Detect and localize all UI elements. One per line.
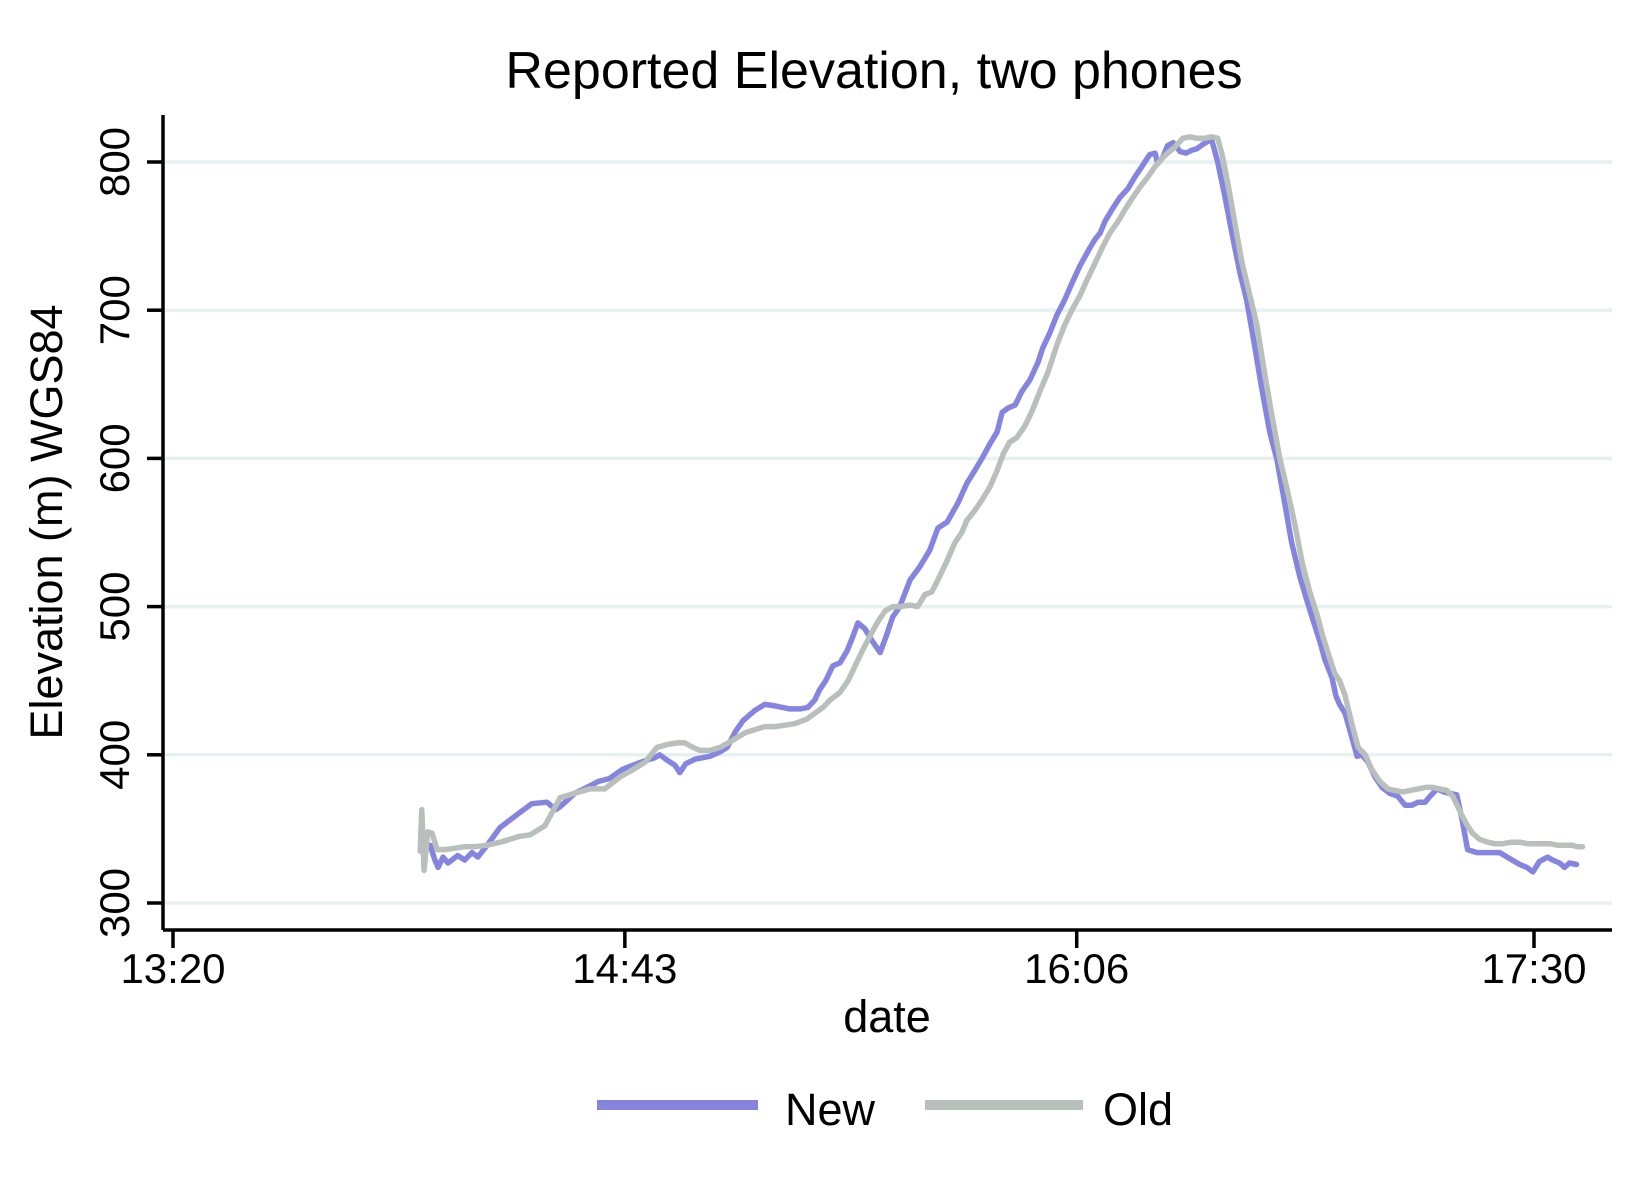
legend: New Old	[597, 1084, 1173, 1135]
axis-ticks	[147, 160, 1536, 948]
x-tick-label-17:30: 17:30	[1481, 945, 1586, 992]
y-tick-label-800: 800	[91, 127, 138, 197]
series-old-line	[417, 134, 1586, 874]
axis-tick-labels: 300 400 500 600 700 800 13:20 14:43 16:06 17:30	[91, 127, 1586, 992]
y-tick-label-500: 500	[91, 572, 138, 642]
y-tick-label-600: 600	[91, 423, 138, 493]
legend-label-new: New	[785, 1084, 876, 1135]
legend-swatch-new	[597, 1100, 758, 1110]
y-tick-label-300: 300	[91, 868, 138, 938]
x-tick-label-13:20: 13:20	[120, 945, 225, 992]
y-tick-label-400: 400	[91, 720, 138, 790]
x-tick-label-16:06: 16:06	[1024, 945, 1129, 992]
legend-label-old: Old	[1103, 1084, 1173, 1135]
x-axis-title: date	[843, 991, 931, 1042]
legend-swatch-old	[925, 1100, 1083, 1110]
chart-title: Reported Elevation, two phones	[505, 42, 1242, 100]
x-tick-label-14:43: 14:43	[572, 945, 677, 992]
series-new-line	[427, 137, 1580, 875]
y-tick-label-700: 700	[91, 275, 138, 345]
y-axis-title: Elevation (m) WGS84	[21, 304, 72, 739]
